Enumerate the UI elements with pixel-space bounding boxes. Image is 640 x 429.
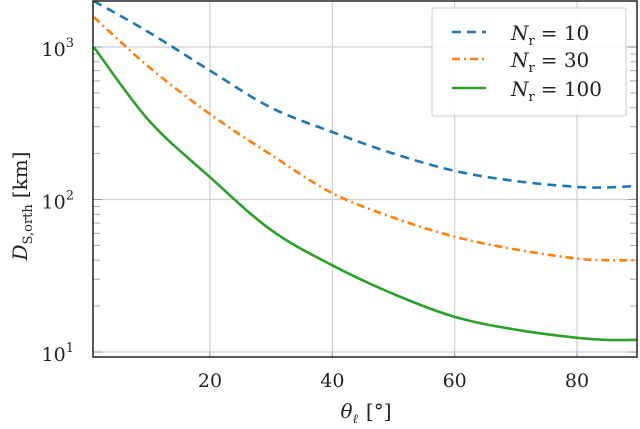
- plot-series: [93, 1, 637, 342]
- series-line-0: [93, 1, 637, 189]
- y-tick-labels: 101 102 103: [42, 36, 74, 366]
- x-tick-label: 60: [443, 370, 467, 392]
- x-axis-label: θℓ [°]: [340, 399, 391, 427]
- series-line-1: [93, 16, 637, 262]
- y-axis-label: DS,orth[km]: [8, 152, 36, 262]
- legend-label-0: Nr = 10: [510, 21, 589, 49]
- plot-frame: [92, 0, 638, 358]
- x-tick-labels: 20 40 60 80: [198, 370, 589, 392]
- y-tick-label: 102: [42, 189, 74, 214]
- minor-ticks: [93, 0, 637, 353]
- legend-label-2: Nr = 100: [510, 77, 602, 105]
- x-tick-label: 20: [198, 370, 222, 392]
- y-tick-label: 101: [42, 341, 74, 366]
- y-tick-label: 103: [42, 36, 74, 61]
- x-tick-label: 40: [320, 370, 344, 392]
- x-tick-label: 80: [565, 370, 589, 392]
- legend-label-1: Nr = 30: [510, 48, 589, 76]
- series-line-2: [93, 46, 637, 342]
